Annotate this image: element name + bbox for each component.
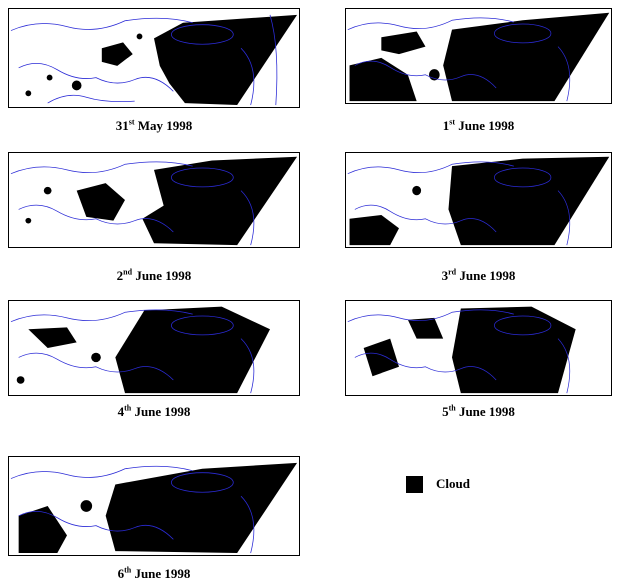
- cloud-region: [349, 215, 399, 246]
- cloud-region: [115, 306, 270, 394]
- cloud-map: [8, 456, 300, 556]
- map-caption: 6th June 1998: [117, 565, 191, 581]
- coastlines: [10, 161, 255, 246]
- cloud-region: [448, 156, 610, 246]
- map-caption: 2nd June 1998: [116, 267, 192, 283]
- cloud-region: [381, 31, 426, 55]
- coastlines: [10, 309, 255, 394]
- cloud-map: [345, 300, 612, 396]
- legend-label: Cloud: [436, 476, 470, 491]
- cloud-region: [18, 506, 67, 554]
- cloud-map: [345, 8, 612, 104]
- cloud-region: [363, 338, 399, 377]
- coastlines: [347, 309, 571, 394]
- cloud-region: [28, 327, 77, 348]
- cloud-region: [101, 42, 133, 66]
- map-caption: 4th June 1998: [117, 403, 191, 419]
- map-caption: 5th June 1998: [442, 403, 515, 419]
- cloud-region: [349, 57, 417, 102]
- cloud-region: [407, 317, 444, 339]
- coastlines: [347, 161, 571, 246]
- coastlines: [347, 17, 571, 102]
- cloud-region: [105, 462, 298, 554]
- cloud-map: [8, 152, 300, 248]
- cloud-region: [452, 306, 576, 394]
- map-caption: 3rd June 1998: [441, 267, 516, 283]
- cloud-map: [8, 8, 300, 108]
- cloud-swatch: [406, 476, 423, 493]
- cloud-map: [8, 300, 300, 396]
- coastlines: [10, 465, 255, 554]
- cloud-region: [76, 183, 125, 221]
- map-caption: 31st May 1998: [115, 117, 193, 133]
- cloud-region: [154, 14, 298, 106]
- cloud-region: [142, 156, 298, 246]
- coastlines: [10, 14, 278, 106]
- cloud-map: [345, 152, 612, 248]
- cloud-region: [443, 12, 610, 102]
- map-caption: 1st June 1998: [442, 117, 515, 133]
